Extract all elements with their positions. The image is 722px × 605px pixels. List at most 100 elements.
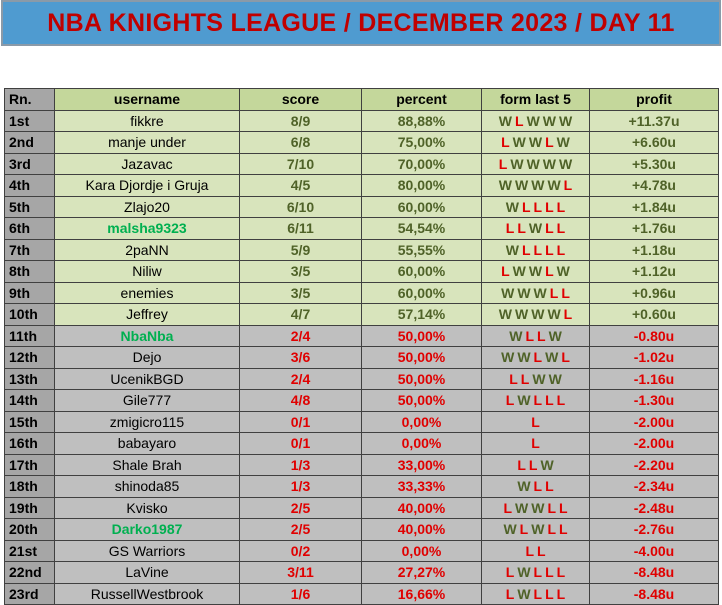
row: 19th Kvisko 2/5 40,00% L W W L L -2.48u [4,496,719,519]
form: L [481,432,590,455]
rank: 3rd [4,152,55,175]
form-result: L [528,456,538,473]
form-result: W [559,155,573,172]
score: 2/4 [239,324,362,347]
form-result: L [556,564,566,581]
score: 3/6 [239,346,362,369]
form-result: L [521,198,531,215]
form-result: L [537,542,546,559]
profit: +1.18u [589,238,719,261]
form-result: L [556,198,566,215]
profit: +11.37u [589,109,719,132]
percent: 0,00% [361,410,482,433]
profit: +1.12u [589,260,719,283]
username: Shale Brah [54,453,240,476]
rank: 4th [4,174,55,197]
percent: 40,00% [361,496,482,519]
form-result: L [515,112,524,129]
rank: 18th [4,475,55,498]
score: 6/10 [239,195,362,218]
score: 6/8 [239,131,362,154]
profit: -1.30u [589,389,719,412]
form-result: W [528,263,543,280]
form-result: L [547,521,556,538]
profit: -2.76u [589,518,719,541]
username: Dejo [54,346,240,369]
column-header: percent [361,88,482,111]
rank: 8th [4,260,55,283]
percent: 75,00% [361,131,482,154]
form-result: W [505,198,519,215]
percent: 54,54% [361,217,482,240]
form-result: L [556,585,566,602]
rank: 7th [4,238,55,261]
form-result: L [517,220,526,237]
form-result: W [547,306,561,323]
percent: 27,27% [361,561,482,584]
profit: -2.48u [589,496,719,519]
form-result: L [531,435,540,452]
form-result: W [515,499,529,516]
form-result: L [545,241,554,258]
form-result: L [563,306,573,323]
rank: 11th [4,324,55,347]
percent: 60,00% [361,260,482,283]
username: Darko1987 [54,518,240,541]
percent: 70,00% [361,152,482,175]
form-result: W [509,327,523,344]
username: Jeffrey [54,303,240,326]
score: 3/5 [239,281,362,304]
form-result: L [533,478,543,495]
score: 0/1 [239,432,362,455]
rank: 22nd [4,561,55,584]
form-result: W [517,284,531,301]
profit: +0.96u [589,281,719,304]
form-result: L [556,220,566,237]
rank: 15th [4,410,55,433]
score: 6/11 [239,217,362,240]
profit: -0.80u [589,324,719,347]
percent: 33,33% [361,475,482,498]
score: 4/7 [239,303,362,326]
form-result: W [515,177,529,194]
score: 7/10 [239,152,362,175]
row: 3rd Jazavac 7/10 70,00% L W W W W +5.30u [4,152,719,175]
score: 1/6 [239,582,362,605]
form-result: L [559,521,568,538]
form-result: W [531,306,545,323]
username: Zlajo20 [54,195,240,218]
percent: 0,00% [361,432,482,455]
form-result: W [512,263,526,280]
rank: 10th [4,303,55,326]
form-result: L [533,564,543,581]
rank: 14th [4,389,55,412]
score: 2/5 [239,496,362,519]
username: RussellWestbrook [54,582,240,605]
form-result: L [519,521,529,538]
form-result: W [532,370,546,387]
form-result: W [556,263,570,280]
form-result: L [545,134,554,151]
row: 23rd RussellWestbrook 1/6 16,66% L W L L L -8.48u [4,582,719,605]
form-result: L [561,349,570,366]
row: 1st fikkre 8/9 88,88% W L W W W +11.37u [4,109,719,132]
form-result: W [542,112,556,129]
form-result: L [533,349,543,366]
form-result: W [501,349,515,366]
form-result: W [526,155,540,172]
username: Niliw [54,260,240,283]
form-result: L [545,478,554,495]
title: NBA KNIGHTS LEAGUE / DECEMBER 2023 / DAY… [47,8,675,37]
form-result: L [533,241,543,258]
form-result: L [498,155,508,172]
username: GS Warriors [54,539,240,562]
form-result: L [545,220,554,237]
profit: -8.48u [589,582,719,605]
